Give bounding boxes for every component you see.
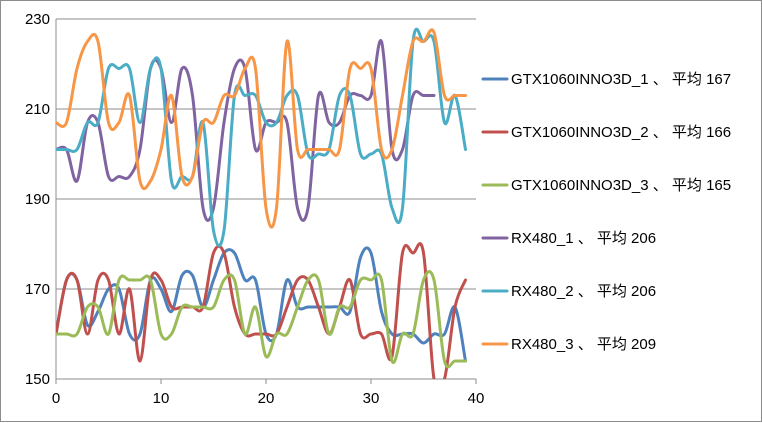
x-tick-label: 30 bbox=[363, 390, 380, 407]
x-tick-label: 10 bbox=[153, 390, 170, 407]
legend-label: RX480_3 、 平均 209 bbox=[511, 336, 656, 353]
series-line-1 bbox=[56, 246, 467, 363]
y-tick-label: 230 bbox=[25, 11, 50, 28]
y-tick-label: 190 bbox=[25, 191, 50, 208]
series-line-2 bbox=[56, 242, 467, 379]
legend-label: RX480_1 、 平均 206 bbox=[511, 230, 656, 247]
legend: GTX1060INNO3D_1 、 平均 167 GTX1060INNO3D_2 … bbox=[481, 71, 731, 353]
legend-label: GTX1060INNO3D_2 、 平均 166 bbox=[511, 124, 731, 141]
y-tick-label: 210 bbox=[25, 101, 50, 118]
x-tick-label: 0 bbox=[52, 390, 60, 407]
legend-entry-4: RX480_1 、 平均 206 bbox=[481, 230, 656, 247]
y-tick-label: 150 bbox=[25, 371, 50, 388]
axes: 150 170 190 210 230 0 10 20 30 40 bbox=[25, 11, 484, 407]
legend-entry-1: GTX1060INNO3D_1 、 平均 167 bbox=[481, 71, 731, 88]
series-line-3 bbox=[56, 270, 467, 369]
series-lines bbox=[56, 27, 467, 379]
legend-entry-5: RX480_2 、 平均 206 bbox=[481, 283, 656, 300]
legend-entry-6: RX480_3 、 平均 209 bbox=[481, 336, 656, 353]
legend-label: RX480_2 、 平均 206 bbox=[511, 283, 656, 300]
y-tick-label: 170 bbox=[25, 281, 50, 298]
series-line-6 bbox=[56, 28, 467, 229]
legend-entry-2: GTX1060INNO3D_2 、 平均 166 bbox=[481, 124, 731, 141]
gridlines bbox=[56, 18, 476, 290]
x-tick-label: 20 bbox=[258, 390, 275, 407]
legend-entry-3: GTX1060INNO3D_3 、 平均 165 bbox=[481, 177, 731, 194]
legend-label: GTX1060INNO3D_1 、 平均 167 bbox=[511, 71, 731, 88]
series-line-4 bbox=[56, 39, 436, 222]
x-tick-label: 40 bbox=[468, 390, 485, 407]
legend-label: GTX1060INNO3D_3 、 平均 165 bbox=[511, 177, 731, 194]
